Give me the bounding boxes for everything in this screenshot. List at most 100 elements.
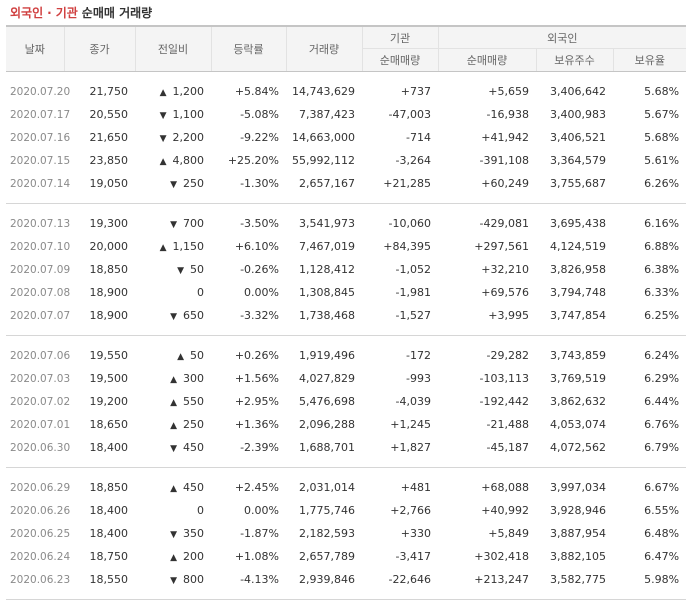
ratio-cell: 6.29%	[644, 372, 680, 385]
change-cell: 0	[135, 281, 211, 304]
holdings-cell: 4,072,562	[550, 441, 606, 454]
holdings-cell: 3,862,632	[550, 395, 606, 408]
change-value: 550	[183, 395, 204, 408]
table-row: 2020.06.25 18,400 ▼ 350 -1.87% 2,182,593 +330 +…	[6, 522, 686, 545]
triangle-down-icon: ▼	[170, 180, 177, 190]
header-date: 날짜	[6, 25, 64, 72]
ratio-cell: 6.26%	[644, 177, 680, 190]
table-row: 2020.06.24 18,750 ▲ 200 +1.08% 2,657,789 -3,41…	[6, 545, 686, 568]
close-cell: 18,400	[89, 527, 129, 540]
ratio-cell: 6.47%	[644, 550, 680, 563]
date-cell: 2020.07.09	[10, 263, 71, 276]
triangle-up-icon: ▲	[159, 88, 167, 98]
change-cell: ▲ 1,150	[135, 235, 211, 258]
group-divider	[6, 195, 687, 204]
volume-cell: 2,657,167	[299, 177, 355, 190]
close-cell: 18,900	[89, 286, 129, 299]
volume-cell: 5,476,698	[299, 395, 355, 408]
date-cell: 2020.07.10	[10, 240, 71, 253]
date-cell: 2020.07.13	[10, 217, 71, 230]
close-cell: 19,200	[89, 395, 129, 408]
triangle-down-icon: ▼	[170, 576, 177, 586]
rate-cell: +2.45%	[234, 481, 279, 494]
change-value: 0	[197, 286, 204, 299]
change-value: 450	[183, 441, 204, 454]
date-cell: 2020.07.02	[10, 395, 71, 408]
rate-cell: +25.20%	[227, 154, 279, 167]
foreign-net-cell: +32,210	[481, 263, 529, 276]
triangle-up-icon: ▲	[170, 421, 177, 431]
foreign-net-cell: -16,938	[486, 108, 529, 121]
foreign-net-cell: -29,282	[486, 349, 529, 362]
foreign-net-cell: -103,113	[479, 372, 529, 385]
volume-cell: 1,919,496	[299, 349, 355, 362]
foreign-net-cell: +302,418	[474, 550, 529, 563]
change-value: 300	[183, 372, 204, 385]
holdings-cell: 3,794,748	[550, 286, 606, 299]
foreign-net-cell: -429,081	[479, 217, 529, 230]
rate-cell: -2.39%	[240, 441, 279, 454]
table-row: 2020.06.26 18,400 0 0.00% 1,775,746 +2,766 +40…	[6, 499, 686, 522]
close-cell: 21,750	[89, 85, 129, 98]
volume-cell: 55,992,112	[292, 154, 355, 167]
close-cell: 21,650	[89, 131, 129, 144]
table-row: 2020.07.20 21,750 ▲ 1,200 +5.84% 14,743,629 +7…	[6, 80, 686, 103]
triangle-down-icon: ▼	[170, 312, 177, 322]
ratio-cell: 5.68%	[644, 85, 680, 98]
rate-cell: +5.84%	[234, 85, 279, 98]
title-separator: ·	[47, 6, 52, 20]
volume-cell: 7,467,019	[299, 240, 355, 253]
holdings-cell: 3,826,958	[550, 263, 606, 276]
change-cell: ▼ 350	[135, 522, 211, 545]
foreign-net-cell: +41,942	[481, 131, 529, 144]
volume-cell: 4,027,829	[299, 372, 355, 385]
date-cell: 2020.07.15	[10, 154, 71, 167]
table-row: 2020.06.29 18,850 ▲ 450 +2.45% 2,031,014 +481 +…	[6, 476, 686, 499]
table-row: 2020.06.23 18,550 ▼ 800 -4.13% 2,939,846 -22,6…	[6, 568, 686, 591]
ratio-cell: 6.76%	[644, 418, 680, 431]
foreign-net-cell: +3,995	[488, 309, 529, 322]
change-cell: ▼ 650	[135, 304, 211, 327]
title-institution: 기관	[55, 6, 78, 20]
rate-cell: -0.26%	[240, 263, 279, 276]
header-rate: 등락률	[210, 25, 286, 72]
table-row: 2020.07.16 21,650 ▼ 2,200 -9.22% 14,663,000 -7…	[6, 126, 686, 149]
foreign-net-cell: -192,442	[479, 395, 529, 408]
date-cell: 2020.06.30	[10, 441, 71, 454]
rate-cell: +1.08%	[234, 550, 279, 563]
ratio-cell: 6.67%	[644, 481, 680, 494]
rate-cell: 0.00%	[244, 504, 279, 517]
ratio-cell: 5.98%	[644, 573, 680, 586]
ratio-cell: 6.38%	[644, 263, 680, 276]
institution-net-cell: -993	[406, 372, 431, 385]
holdings-cell: 4,053,074	[550, 418, 606, 431]
holdings-cell: 3,406,521	[550, 131, 606, 144]
institution-net-cell: -3,264	[395, 154, 431, 167]
change-value: 250	[183, 418, 204, 431]
change-cell: ▲ 200	[135, 545, 211, 568]
change-cell: ▼ 1,100	[135, 103, 211, 126]
close-cell: 18,850	[89, 263, 129, 276]
holdings-cell: 3,743,859	[550, 349, 606, 362]
ratio-cell: 5.61%	[644, 154, 680, 167]
rate-cell: -9.22%	[240, 131, 279, 144]
holdings-cell: 3,582,775	[550, 573, 606, 586]
foreign-net-cell: -21,488	[486, 418, 529, 431]
ratio-cell: 6.88%	[644, 240, 680, 253]
institution-net-cell: +84,395	[383, 240, 431, 253]
holdings-cell: 4,124,519	[550, 240, 606, 253]
date-cell: 2020.07.06	[10, 349, 71, 362]
rate-cell: -3.32%	[240, 309, 279, 322]
header-institution: 기관	[361, 25, 438, 49]
institution-net-cell: +21,285	[383, 177, 431, 190]
volume-cell: 1,128,412	[299, 263, 355, 276]
table-row: 2020.07.08 18,900 0 0.00% 1,308,845 -1,981 +69…	[6, 281, 686, 304]
header-close: 종가	[63, 25, 135, 72]
rate-cell: +1.36%	[234, 418, 279, 431]
institution-net-cell: -10,060	[388, 217, 431, 230]
ratio-cell: 5.67%	[644, 108, 680, 121]
table-row: 2020.07.06 19,550 ▲ 50 +0.26% 1,919,496 -172 -2…	[6, 344, 686, 367]
header-change: 전일비	[134, 25, 211, 72]
change-value: 350	[183, 527, 204, 540]
foreign-net-cell: +297,561	[474, 240, 529, 253]
